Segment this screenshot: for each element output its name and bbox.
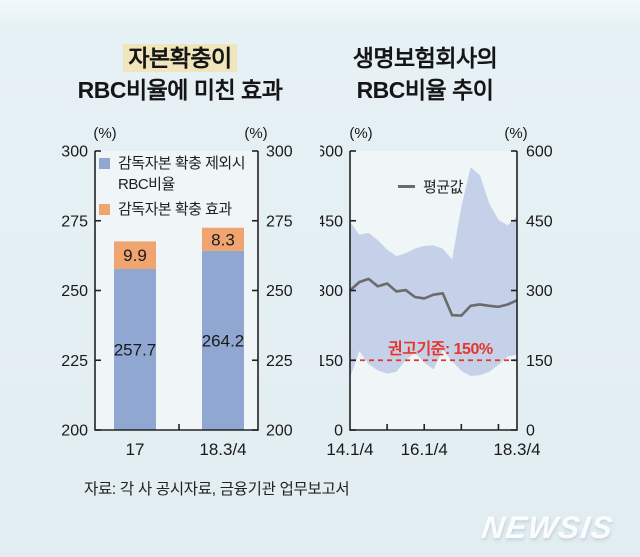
bar-segment-base (114, 269, 156, 430)
newsis-watermark: NEWSIS (479, 510, 616, 545)
left-chart-title-line2: RBC비율에 미친 효과 (77, 77, 283, 103)
y-axis-unit-left: (%) (349, 125, 372, 142)
right-chart-title: 생명보험회사의 RBC비율 추이 (300, 42, 550, 106)
bar-value-label: 9.9 (123, 246, 147, 265)
right-chart-legend: 평균값 (398, 176, 463, 197)
bar-value-label: 257.7 (114, 341, 157, 360)
x-axis-category-label: 18.3/4 (199, 440, 246, 459)
y-axis-label-left: 225 (61, 353, 88, 370)
y-axis-label-left: 300 (61, 144, 88, 161)
bar-segment-effect (114, 241, 156, 270)
rbc-trend-area-chart: 0 0 150 150 300 300 450 450 600 600 14.1/4 16.1/4 18… (320, 125, 553, 459)
y-axis-label-right: 450 (526, 213, 553, 230)
y-axis-label-left: 0 (334, 423, 343, 440)
legend-item-excluded-rbc: 감독자본 확충 제외시 RBC비율 (99, 153, 267, 195)
y-axis-label-right: 200 (266, 423, 293, 440)
legend-item-expansion-effect: 감독자본 확충 효과 (99, 199, 267, 220)
y-axis-label-left: 275 (61, 213, 88, 230)
y-axis-label-left: 600 (320, 144, 343, 161)
legend-item-label: 감독자본 확충 제외시 RBC비율 (118, 155, 246, 193)
y-axis-label-right: 275 (266, 213, 293, 230)
source-note: 자료: 각 사 공시자료, 금융기관 업무보고서 (84, 481, 350, 498)
y-axis-label-right: 600 (526, 144, 553, 161)
x-axis-category-label: 17 (126, 440, 145, 459)
right-chart-title-line1: 생명보험회사의 (352, 45, 498, 71)
y-axis-label-right: 250 (266, 283, 293, 300)
y-axis-unit-right: (%) (244, 125, 267, 142)
y-axis-label-right: 0 (526, 423, 535, 440)
y-axis-label-left: 150 (320, 353, 343, 370)
rbc-range-band (350, 167, 517, 378)
bar-value-label: 264.2 (202, 331, 245, 350)
x-axis-category-label: 16.1/4 (401, 440, 448, 459)
legend-item-label: 감독자본 확충 효과 (118, 201, 232, 218)
bar-value-label: 8.3 (211, 230, 235, 249)
y-axis-unit-right: (%) (504, 125, 527, 142)
y-axis-label-left: 450 (320, 213, 343, 230)
blue-swatch-icon (99, 158, 110, 169)
bar-segment-base (202, 250, 244, 430)
x-axis-category-label: 18.3/4 (493, 440, 540, 459)
x-axis-category-label: 14.1/4 (326, 440, 373, 459)
left-chart-legend: 감독자본 확충 제외시 RBC비율 감독자본 확충 효과 (99, 153, 267, 224)
y-axis-unit-left: (%) (93, 125, 116, 142)
y-axis-label-left: 250 (61, 283, 88, 300)
y-axis-label-left: 200 (61, 423, 88, 440)
legend-item-label: 평균값 (423, 179, 463, 196)
line-swatch-icon (398, 185, 415, 188)
reference-line-label: 권고기준: 150% (388, 341, 493, 358)
y-axis-label-right: 225 (266, 353, 293, 370)
y-axis-label-right: 300 (526, 283, 553, 300)
left-chart-title: 자본확충이 RBC비율에 미친 효과 (40, 42, 320, 106)
left-chart-title-highlight: 자본확충이 (123, 44, 237, 72)
y-axis-label-left: 300 (320, 283, 343, 300)
y-axis-label-right: 300 (266, 144, 293, 161)
mean-line (349, 277, 518, 317)
right-chart-title-line2: RBC비율 추이 (356, 77, 494, 103)
bar-segment-effect (202, 227, 244, 251)
rbc-effect-bar-chart: 257.7 9.9 17 264.2 8.3 18.3/4 200 200 225 225 250 2… (61, 125, 293, 459)
y-axis-label-right: 150 (526, 353, 553, 370)
orange-swatch-icon (99, 204, 110, 215)
